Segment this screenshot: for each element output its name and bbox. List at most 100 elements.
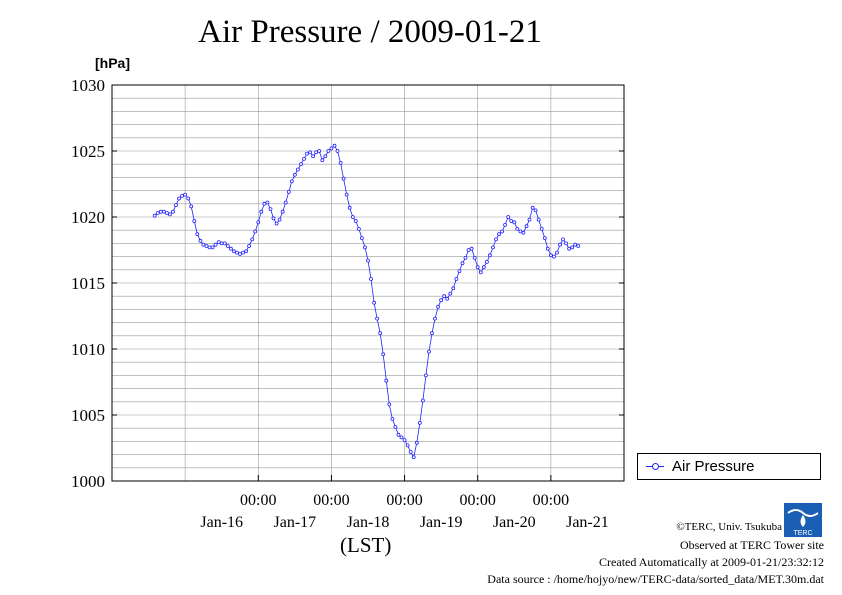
data-point [204,244,209,248]
data-point [454,277,459,281]
data-point [244,249,249,254]
data-point [445,296,450,301]
y-axis-ticks: 1000 1005 1010 1015 1020 1025 1030 [71,76,624,491]
data-point [280,209,285,214]
data-point [171,209,175,214]
data-point [512,220,517,225]
data-point [366,258,370,263]
terc-logo: TERC [784,503,822,537]
data-point [207,245,212,250]
data-point [225,244,230,248]
data-point [350,215,355,219]
x-tick-time-label: 00:00 [240,492,276,509]
data-point [503,222,508,227]
data-point [372,300,377,305]
data-point [363,245,367,250]
data-point [463,255,468,260]
x-axis-ticks: 00:00 00:00 00:00 00:00 00:00 Jan-16 Jan-17 Jan… [200,475,609,531]
data-point [250,237,255,242]
data-point [305,151,309,156]
data-point [356,226,361,231]
data-point [552,254,556,259]
data-point [228,246,233,251]
data-point [381,352,386,357]
data-point [460,261,465,266]
data-point [375,316,380,321]
data-point [235,250,239,255]
data-point [487,253,492,258]
data-point [274,221,279,226]
data-point [457,269,462,274]
data-point [555,250,559,255]
svg-text:TERC: TERC [793,530,812,537]
x-day-label: Jan-16 [200,514,243,531]
data-point [341,176,346,181]
data-point [378,331,383,336]
data-point [524,224,529,229]
data-point [561,237,565,242]
data-point [320,158,325,163]
data-point [329,146,334,151]
data-point [219,241,224,246]
data-point [265,200,270,205]
data-point [335,149,340,153]
y-tick-label: 1005 [71,406,105,425]
data-point [308,150,313,155]
data-point [427,349,431,354]
created-text: Created Automatically at 2009-01-21/23:3… [599,555,824,569]
data-point [451,286,456,291]
data-point [515,226,520,231]
data-point [167,212,172,217]
data-point [174,203,178,208]
data-point [509,219,514,223]
data-point [390,417,395,421]
grid-lines [112,85,624,481]
data-point [417,420,422,425]
data-point [484,259,489,264]
data-point [195,232,200,237]
data-point [155,211,160,215]
data-point [472,255,477,260]
data-point [259,209,264,214]
data-point [494,237,498,242]
x-tick-time-label: 00:00 [313,492,349,509]
data-point [314,150,319,155]
data-point [564,241,568,246]
data-point [289,179,294,184]
data-point [420,398,425,403]
data-point [384,378,389,383]
data-point [527,217,532,222]
x-day-label: Jan-17 [274,514,317,531]
data-point [268,207,273,212]
legend-label: Air Pressure [672,458,755,475]
data-point [338,160,343,165]
data-point [567,246,571,251]
data-point [414,440,419,445]
source-text: Data source : /home/hojyo/new/TERC-data/… [487,572,824,586]
data-point [311,154,316,159]
y-tick-label: 1015 [71,274,105,293]
x-day-label: Jan-18 [347,514,390,531]
data-point [387,402,392,407]
data-point [210,245,215,250]
data-point [411,455,416,460]
data-point [183,192,188,197]
y-tick-label: 1000 [71,472,105,491]
data-point [317,149,322,153]
data-point [521,230,526,235]
data-point [506,215,511,219]
chart-title: Air Pressure / 2009-01-21 [198,14,542,50]
data-point [558,242,562,247]
y-axis-unit: [hPa] [95,55,130,71]
data-point [393,424,398,429]
data-point [402,438,407,443]
data-point [530,205,535,210]
data-point [286,189,291,194]
data-point [500,229,505,234]
data-point [192,219,197,223]
data-point [198,238,203,243]
data-point [283,200,288,205]
x-day-label: Jan-21 [566,514,609,531]
data-point [295,167,300,172]
